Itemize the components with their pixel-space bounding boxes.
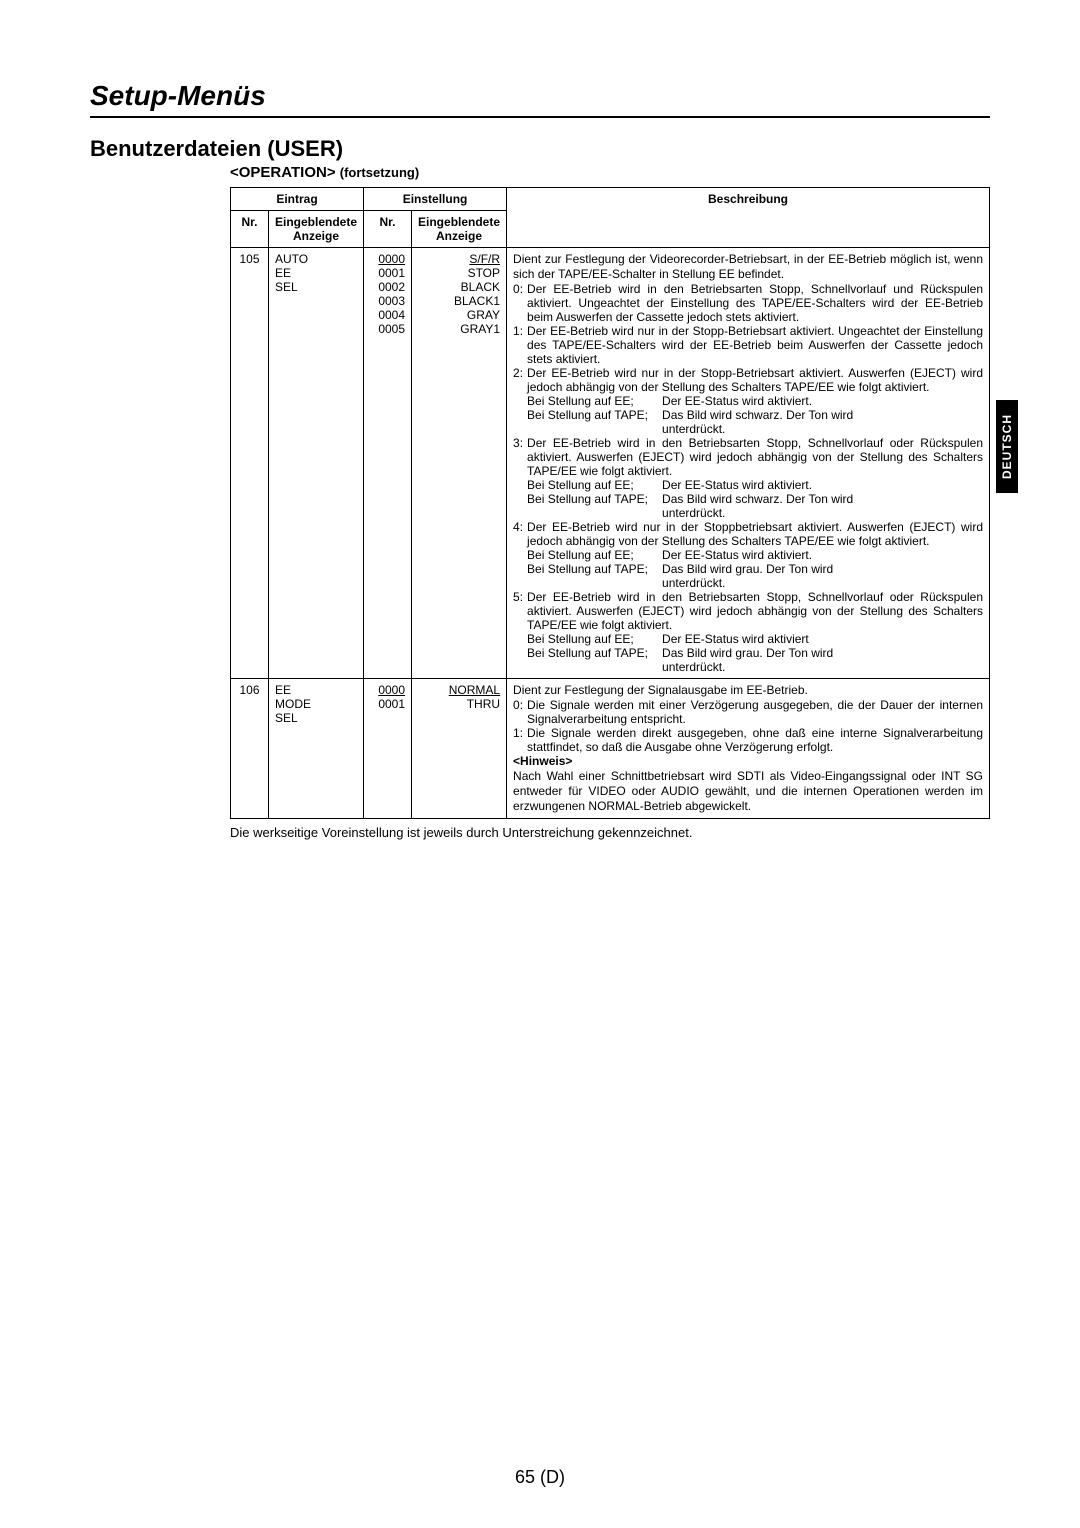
sub-title: Benutzerdateien (USER) — [90, 136, 990, 162]
header-snr: Nr. — [364, 211, 412, 248]
cell-setting-val: S/F/RSTOPBLACKBLACK1GRAYGRAY1 — [412, 248, 507, 679]
language-tab: DEUTSCH — [996, 400, 1018, 493]
cell-setting-nr: 00000001 — [364, 679, 412, 819]
operation-label: <OPERATION> — [230, 164, 336, 181]
cell-setting-val: NORMALTHRU — [412, 679, 507, 819]
table-body: 105AUTOEESEL000000010002000300040005S/F/… — [231, 248, 990, 819]
cell-item: EEMODESEL — [269, 679, 364, 819]
operation-heading: <OPERATION> (fortsetzung) — [230, 164, 990, 181]
header-beschreibung: Beschreibung — [507, 188, 990, 248]
table-row: 106EEMODESEL00000001NORMALTHRUDient zur … — [231, 679, 990, 819]
header-nr: Nr. — [231, 211, 269, 248]
cell-setting-nr: 000000010002000300040005 — [364, 248, 412, 679]
table-row: 105AUTOEESEL000000010002000300040005S/F/… — [231, 248, 990, 679]
header-eintrag: Eintrag — [231, 188, 364, 211]
cell-description: Dient zur Festlegung der Signalausgabe i… — [507, 679, 990, 819]
header-einstellung: Einstellung — [364, 188, 507, 211]
cell-nr: 106 — [231, 679, 269, 819]
continuation-label: (fortsetzung) — [340, 165, 419, 180]
page-container: DEUTSCH Setup-Menüs Benutzerdateien (USE… — [0, 0, 1080, 880]
table-header: Eintrag Einstellung Beschreibung Nr. Ein… — [231, 188, 990, 248]
cell-description: Dient zur Festlegung der Videorecorder-B… — [507, 248, 990, 679]
page-number: 65 (D) — [0, 1467, 1080, 1488]
main-title: Setup-Menüs — [90, 80, 990, 118]
cell-item: AUTOEESEL — [269, 248, 364, 679]
header-anzeige1: Eingeblendete Anzeige — [269, 211, 364, 248]
footnote: Die werkseitige Voreinstellung ist jewei… — [230, 825, 990, 840]
settings-table: Eintrag Einstellung Beschreibung Nr. Ein… — [230, 187, 990, 819]
cell-nr: 105 — [231, 248, 269, 679]
header-anzeige2: Eingeblendete Anzeige — [412, 211, 507, 248]
